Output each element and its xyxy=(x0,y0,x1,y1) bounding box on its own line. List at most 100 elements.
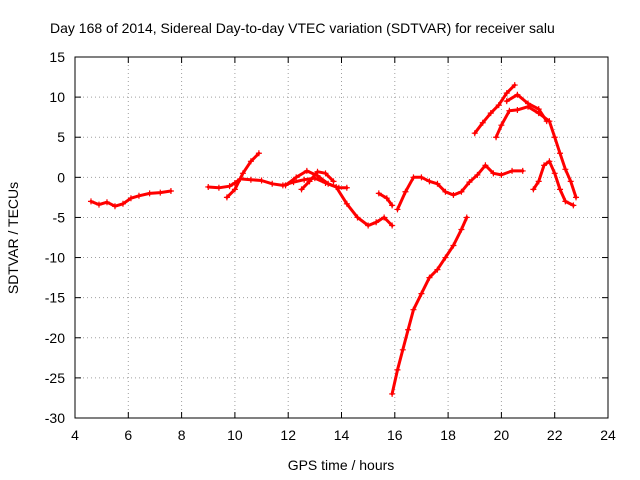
x-tick-label: 4 xyxy=(71,427,79,443)
series-seg8 xyxy=(389,214,470,397)
data-point xyxy=(458,226,465,233)
data-point xyxy=(303,167,310,174)
data-point xyxy=(293,174,300,181)
data-point xyxy=(157,189,164,196)
x-tick-label: 22 xyxy=(547,427,563,443)
series-group xyxy=(87,82,580,397)
series-seg7 xyxy=(394,162,526,213)
data-point xyxy=(450,191,457,198)
data-point xyxy=(301,176,308,183)
data-point xyxy=(87,198,94,205)
data-point xyxy=(410,174,417,181)
data-point xyxy=(95,201,102,208)
y-tick-label: -15 xyxy=(45,290,65,306)
data-point xyxy=(247,176,254,183)
data-point xyxy=(434,266,441,273)
data-point xyxy=(570,202,577,209)
data-point xyxy=(551,134,558,141)
data-point xyxy=(426,178,433,185)
data-point xyxy=(562,198,569,205)
data-point xyxy=(426,274,433,281)
data-point xyxy=(402,188,409,195)
data-point xyxy=(282,182,289,189)
data-point xyxy=(546,158,553,165)
data-point xyxy=(127,195,134,202)
y-tick-label: 5 xyxy=(57,129,65,145)
data-point xyxy=(223,194,230,201)
y-tick-label: -20 xyxy=(45,330,65,346)
data-point xyxy=(503,98,510,105)
plot-frame xyxy=(74,56,609,419)
data-point xyxy=(330,178,337,185)
grid xyxy=(75,57,608,418)
data-point xyxy=(247,158,254,165)
chart-title: Day 168 of 2014, Sidereal Day-to-day VTE… xyxy=(50,20,555,36)
data-point xyxy=(146,190,153,197)
data-point xyxy=(493,134,500,141)
data-point xyxy=(567,178,574,185)
data-point xyxy=(269,180,276,187)
data-point xyxy=(434,180,441,187)
data-point xyxy=(525,100,532,107)
data-point xyxy=(373,219,380,226)
data-point xyxy=(298,186,305,193)
data-point xyxy=(463,214,470,221)
series-line xyxy=(473,83,517,135)
series-line xyxy=(396,163,525,211)
y-tick-label: -25 xyxy=(45,370,65,386)
x-tick-label: 6 xyxy=(124,427,132,443)
data-point xyxy=(343,184,350,191)
data-point xyxy=(119,200,126,207)
y-tick-label: 10 xyxy=(49,89,65,105)
series-line xyxy=(390,215,469,396)
data-point xyxy=(543,118,550,125)
data-point xyxy=(557,150,564,157)
data-point xyxy=(418,174,425,181)
data-point xyxy=(306,178,313,185)
data-point xyxy=(111,203,118,210)
series-seg1 xyxy=(87,187,174,210)
data-point xyxy=(514,106,521,113)
series-seg11 xyxy=(503,91,550,125)
data-point xyxy=(490,170,497,177)
data-point xyxy=(135,192,142,199)
data-point xyxy=(495,102,502,109)
data-point xyxy=(239,170,246,177)
x-tick-label: 18 xyxy=(440,427,456,443)
data-point xyxy=(325,180,332,187)
series-seg5 xyxy=(298,168,337,193)
series-line xyxy=(531,159,575,207)
x-tick-label: 8 xyxy=(178,427,186,443)
data-point xyxy=(418,290,425,297)
y-tick-label: -30 xyxy=(45,410,65,426)
data-point xyxy=(258,177,265,184)
data-point xyxy=(458,188,465,195)
data-point xyxy=(205,183,212,190)
data-point xyxy=(498,171,505,178)
data-point xyxy=(519,167,526,174)
series-seg12 xyxy=(530,158,577,209)
data-point xyxy=(343,200,350,207)
data-point xyxy=(535,106,542,113)
data-point xyxy=(509,167,516,174)
data-point xyxy=(479,119,486,126)
x-tick-label: 10 xyxy=(227,427,243,443)
series-seg2 xyxy=(205,175,396,229)
data-point xyxy=(498,122,505,129)
data-point xyxy=(487,110,494,117)
data-point xyxy=(389,390,396,397)
data-point xyxy=(103,199,110,206)
series-seg3 xyxy=(223,150,262,201)
x-tick-label: 12 xyxy=(280,427,296,443)
series-seg4 xyxy=(282,167,350,191)
data-point xyxy=(389,222,396,229)
data-point xyxy=(405,326,412,333)
data-point xyxy=(474,171,481,178)
data-point xyxy=(511,82,518,89)
axis-ticks: 4 6 8 10 12 14 16 18 20 22 24 -30 -25 -20 -15 -10 -5 0 5 10… xyxy=(45,49,616,443)
data-point xyxy=(551,170,558,177)
data-point xyxy=(557,186,564,193)
data-point xyxy=(394,206,401,213)
x-axis-label: GPS time / hours xyxy=(288,457,395,473)
